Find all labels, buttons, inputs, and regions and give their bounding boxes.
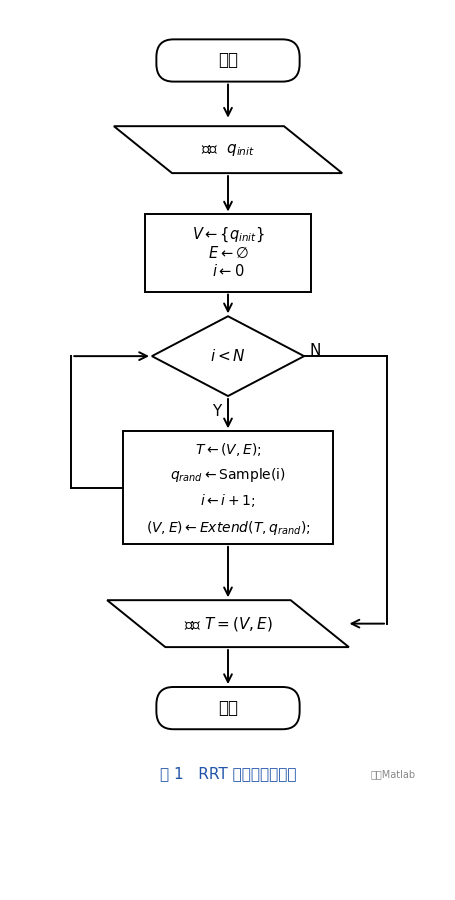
Bar [122, 431, 333, 544]
Polygon shape [114, 126, 341, 173]
Text: $i\leftarrow 0$: $i\leftarrow 0$ [211, 263, 244, 279]
Bar [145, 214, 310, 292]
Text: $q_{rand}\leftarrow\rm{Sample}(i)$: $q_{rand}\leftarrow\rm{Sample}(i)$ [170, 466, 285, 484]
FancyBboxPatch shape [156, 687, 299, 729]
Polygon shape [107, 600, 348, 647]
Text: 开始: 开始 [217, 51, 238, 69]
Text: 输入  $q_{init}$: 输入 $q_{init}$ [201, 141, 254, 158]
Text: Y: Y [212, 404, 221, 419]
Text: N: N [309, 343, 320, 358]
Text: 天天Matlab: 天天Matlab [370, 769, 415, 778]
Text: $(V, E)\leftarrow\mathit{Extend}(T, q_{rand});$: $(V, E)\leftarrow\mathit{Extend}(T, q_{r… [145, 519, 310, 537]
Text: 图 1   RRT 算法程序流程图: 图 1 RRT 算法程序流程图 [159, 766, 296, 781]
Text: $E\leftarrow\varnothing$: $E\leftarrow\varnothing$ [207, 245, 248, 261]
Polygon shape [152, 316, 303, 396]
Text: $i < N$: $i < N$ [210, 348, 245, 364]
Text: $i\leftarrow i+1;$: $i\leftarrow i+1;$ [200, 491, 255, 508]
FancyBboxPatch shape [156, 40, 299, 82]
Text: 结束: 结束 [217, 699, 238, 717]
Text: $T\leftarrow(V, E);$: $T\leftarrow(V, E);$ [194, 441, 261, 457]
Text: 返回 $T=(V, E)$: 返回 $T=(V, E)$ [183, 615, 272, 633]
Text: $V\leftarrow\{q_{init}\}$: $V\leftarrow\{q_{init}\}$ [191, 226, 264, 244]
